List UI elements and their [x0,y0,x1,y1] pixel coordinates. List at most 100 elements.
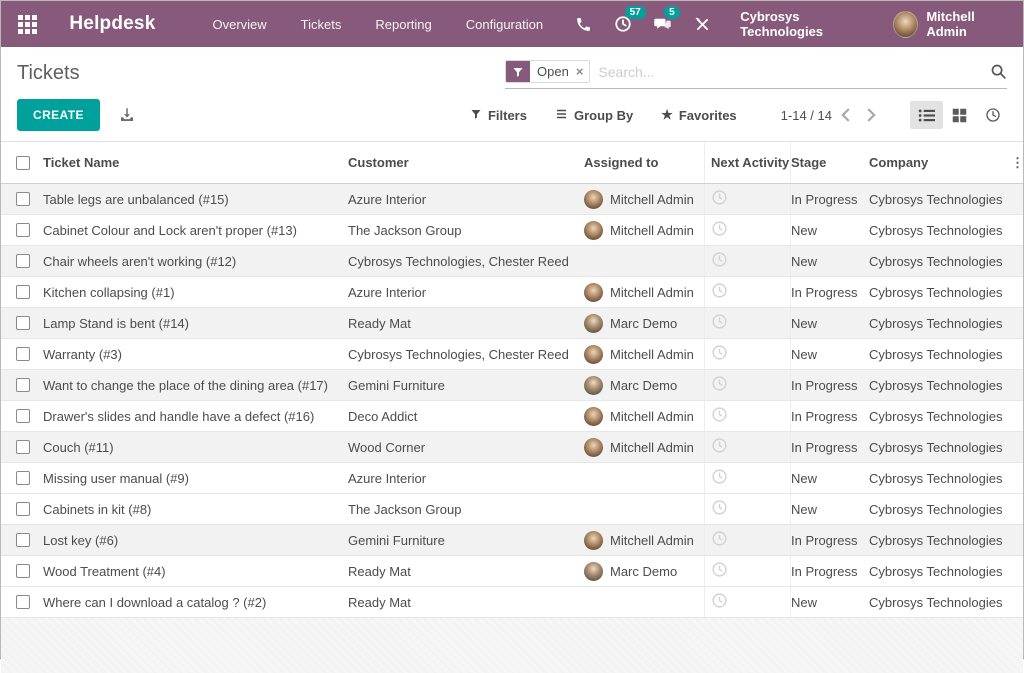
customer-cell[interactable]: Gemini Furniture [348,377,445,393]
row-checkbox[interactable] [16,502,30,516]
search-icon[interactable] [990,63,1007,80]
table-row[interactable]: Chair wheels aren't working (#12) Cybros… [1,246,1023,277]
row-checkbox[interactable] [16,409,30,423]
next-activity-clock-icon[interactable] [711,282,728,302]
table-row[interactable]: Wood Treatment (#4) Ready Mat Marc Demo … [1,556,1023,587]
stage-cell[interactable]: In Progress [791,191,858,207]
nav-item-tickets[interactable]: Tickets [300,16,342,32]
stage-cell[interactable]: In Progress [791,563,858,579]
table-row[interactable]: Warranty (#3) Cybrosys Technologies, Che… [1,339,1023,370]
filter-facet-open[interactable]: Open × [505,60,591,83]
apps-menu-icon[interactable] [15,11,39,37]
app-brand[interactable]: Helpdesk [69,13,156,34]
row-checkbox[interactable] [16,471,30,485]
stage-cell[interactable]: In Progress [791,532,858,548]
stage-cell[interactable]: New [791,315,818,331]
list-view-button[interactable] [910,101,943,129]
row-checkbox[interactable] [16,595,30,609]
assigned-to-cell[interactable]: Mitchell Admin [584,406,704,426]
next-activity-cell[interactable] [704,215,791,245]
customer-cell[interactable]: Cybrosys Technologies, Chester Reed [348,253,569,269]
next-activity-clock-icon[interactable] [711,592,728,612]
assigned-to-cell[interactable]: Mitchell Admin [584,189,704,209]
customer-cell[interactable]: Azure Interior [348,470,427,486]
pager-next-icon[interactable] [858,103,884,127]
stage-cell[interactable]: In Progress [791,408,858,424]
ticket-name-cell[interactable]: Cabinets in kit (#8) [43,501,152,517]
customer-cell[interactable]: Ready Mat [348,594,411,610]
messages-button[interactable]: 5 [647,6,680,39]
facet-remove-icon[interactable]: × [575,61,590,82]
activity-view-button[interactable] [976,101,1009,129]
row-checkbox[interactable] [16,316,30,330]
column-header-customer[interactable]: Customer [348,155,409,170]
ticket-name-cell[interactable]: Couch (#11) [43,439,114,455]
assigned-to-cell[interactable]: Marc Demo [584,561,704,581]
row-checkbox[interactable] [16,192,30,206]
filters-dropdown[interactable]: Filters [470,108,527,123]
next-activity-cell[interactable] [704,339,791,369]
export-download-icon[interactable] [118,106,136,124]
ticket-name-cell[interactable]: Warranty (#3) [43,346,122,362]
table-row[interactable]: Where can I download a catalog ? (#2) Re… [1,587,1023,618]
ticket-name-cell[interactable]: Wood Treatment (#4) [43,563,166,579]
stage-cell[interactable]: In Progress [791,377,858,393]
table-row[interactable]: Lamp Stand is bent (#14) Ready Mat Marc … [1,308,1023,339]
ticket-name-cell[interactable]: Missing user manual (#9) [43,470,189,486]
company-cell[interactable]: Cybrosys Technologies [869,594,1003,610]
row-checkbox[interactable] [16,347,30,361]
table-row[interactable]: Couch (#11) Wood Corner Mitchell Admin I… [1,432,1023,463]
company-cell[interactable]: Cybrosys Technologies [869,470,1003,486]
company-cell[interactable]: Cybrosys Technologies [869,253,1003,269]
stage-cell[interactable]: New [791,501,818,517]
stage-cell[interactable]: New [791,222,818,238]
company-cell[interactable]: Cybrosys Technologies [869,408,1003,424]
debug-tools-button[interactable] [687,9,719,39]
assigned-to-cell[interactable]: Mitchell Admin [584,530,704,550]
nav-item-reporting[interactable]: Reporting [375,16,432,32]
next-activity-clock-icon[interactable] [711,561,728,581]
next-activity-cell[interactable] [704,432,791,462]
table-row[interactable]: Lost key (#6) Gemini Furniture Mitchell … [1,525,1023,556]
user-menu[interactable]: Mitchell Admin [893,9,1011,39]
company-cell[interactable]: Cybrosys Technologies [869,439,1003,455]
stage-cell[interactable]: New [791,346,818,362]
ticket-name-cell[interactable]: Cabinet Colour and Lock aren't proper (#… [43,222,297,238]
favorites-dropdown[interactable]: ★ Favorites [661,107,736,123]
next-activity-clock-icon[interactable] [711,344,728,364]
next-activity-clock-icon[interactable] [711,499,728,519]
table-row[interactable]: Table legs are unbalanced (#15) Azure In… [1,184,1023,215]
assigned-to-cell[interactable]: Marc Demo [584,313,704,333]
next-activity-cell[interactable] [704,525,791,555]
next-activity-cell[interactable] [704,401,791,431]
customer-cell[interactable]: The Jackson Group [348,501,462,517]
table-row[interactable]: Want to change the place of the dining a… [1,370,1023,401]
customer-cell[interactable]: Gemini Furniture [348,532,445,548]
company-cell[interactable]: Cybrosys Technologies [869,191,1003,207]
customer-cell[interactable]: Azure Interior [348,191,427,207]
next-activity-cell[interactable] [704,587,791,617]
company-cell[interactable]: Cybrosys Technologies [869,377,1003,393]
ticket-name-cell[interactable]: Where can I download a catalog ? (#2) [43,594,267,610]
customer-cell[interactable]: Ready Mat [348,315,411,331]
table-row[interactable]: Cabinet Colour and Lock aren't proper (#… [1,215,1023,246]
assigned-to-cell[interactable]: Mitchell Admin [584,220,704,240]
stage-cell[interactable]: New [791,253,818,269]
ticket-name-cell[interactable]: Drawer's slides and handle have a defect… [43,408,315,424]
company-cell[interactable]: Cybrosys Technologies [869,222,1003,238]
company-cell[interactable]: Cybrosys Technologies [869,284,1003,300]
row-checkbox[interactable] [16,440,30,454]
select-all-checkbox[interactable] [16,155,30,170]
table-row[interactable]: Drawer's slides and handle have a defect… [1,401,1023,432]
company-switcher[interactable]: Cybrosys Technologies [740,9,824,39]
column-header-ticket-name[interactable]: Ticket Name [43,155,120,170]
customer-cell[interactable]: The Jackson Group [348,222,462,238]
next-activity-clock-icon[interactable] [711,313,728,333]
table-row[interactable]: Missing user manual (#9) Azure Interior … [1,463,1023,494]
row-checkbox[interactable] [16,223,30,237]
search-input[interactable] [598,63,990,80]
row-checkbox[interactable] [16,564,30,578]
next-activity-clock-icon[interactable] [711,437,728,457]
company-cell[interactable]: Cybrosys Technologies [869,532,1003,548]
search-box[interactable]: Open × [505,60,1007,89]
